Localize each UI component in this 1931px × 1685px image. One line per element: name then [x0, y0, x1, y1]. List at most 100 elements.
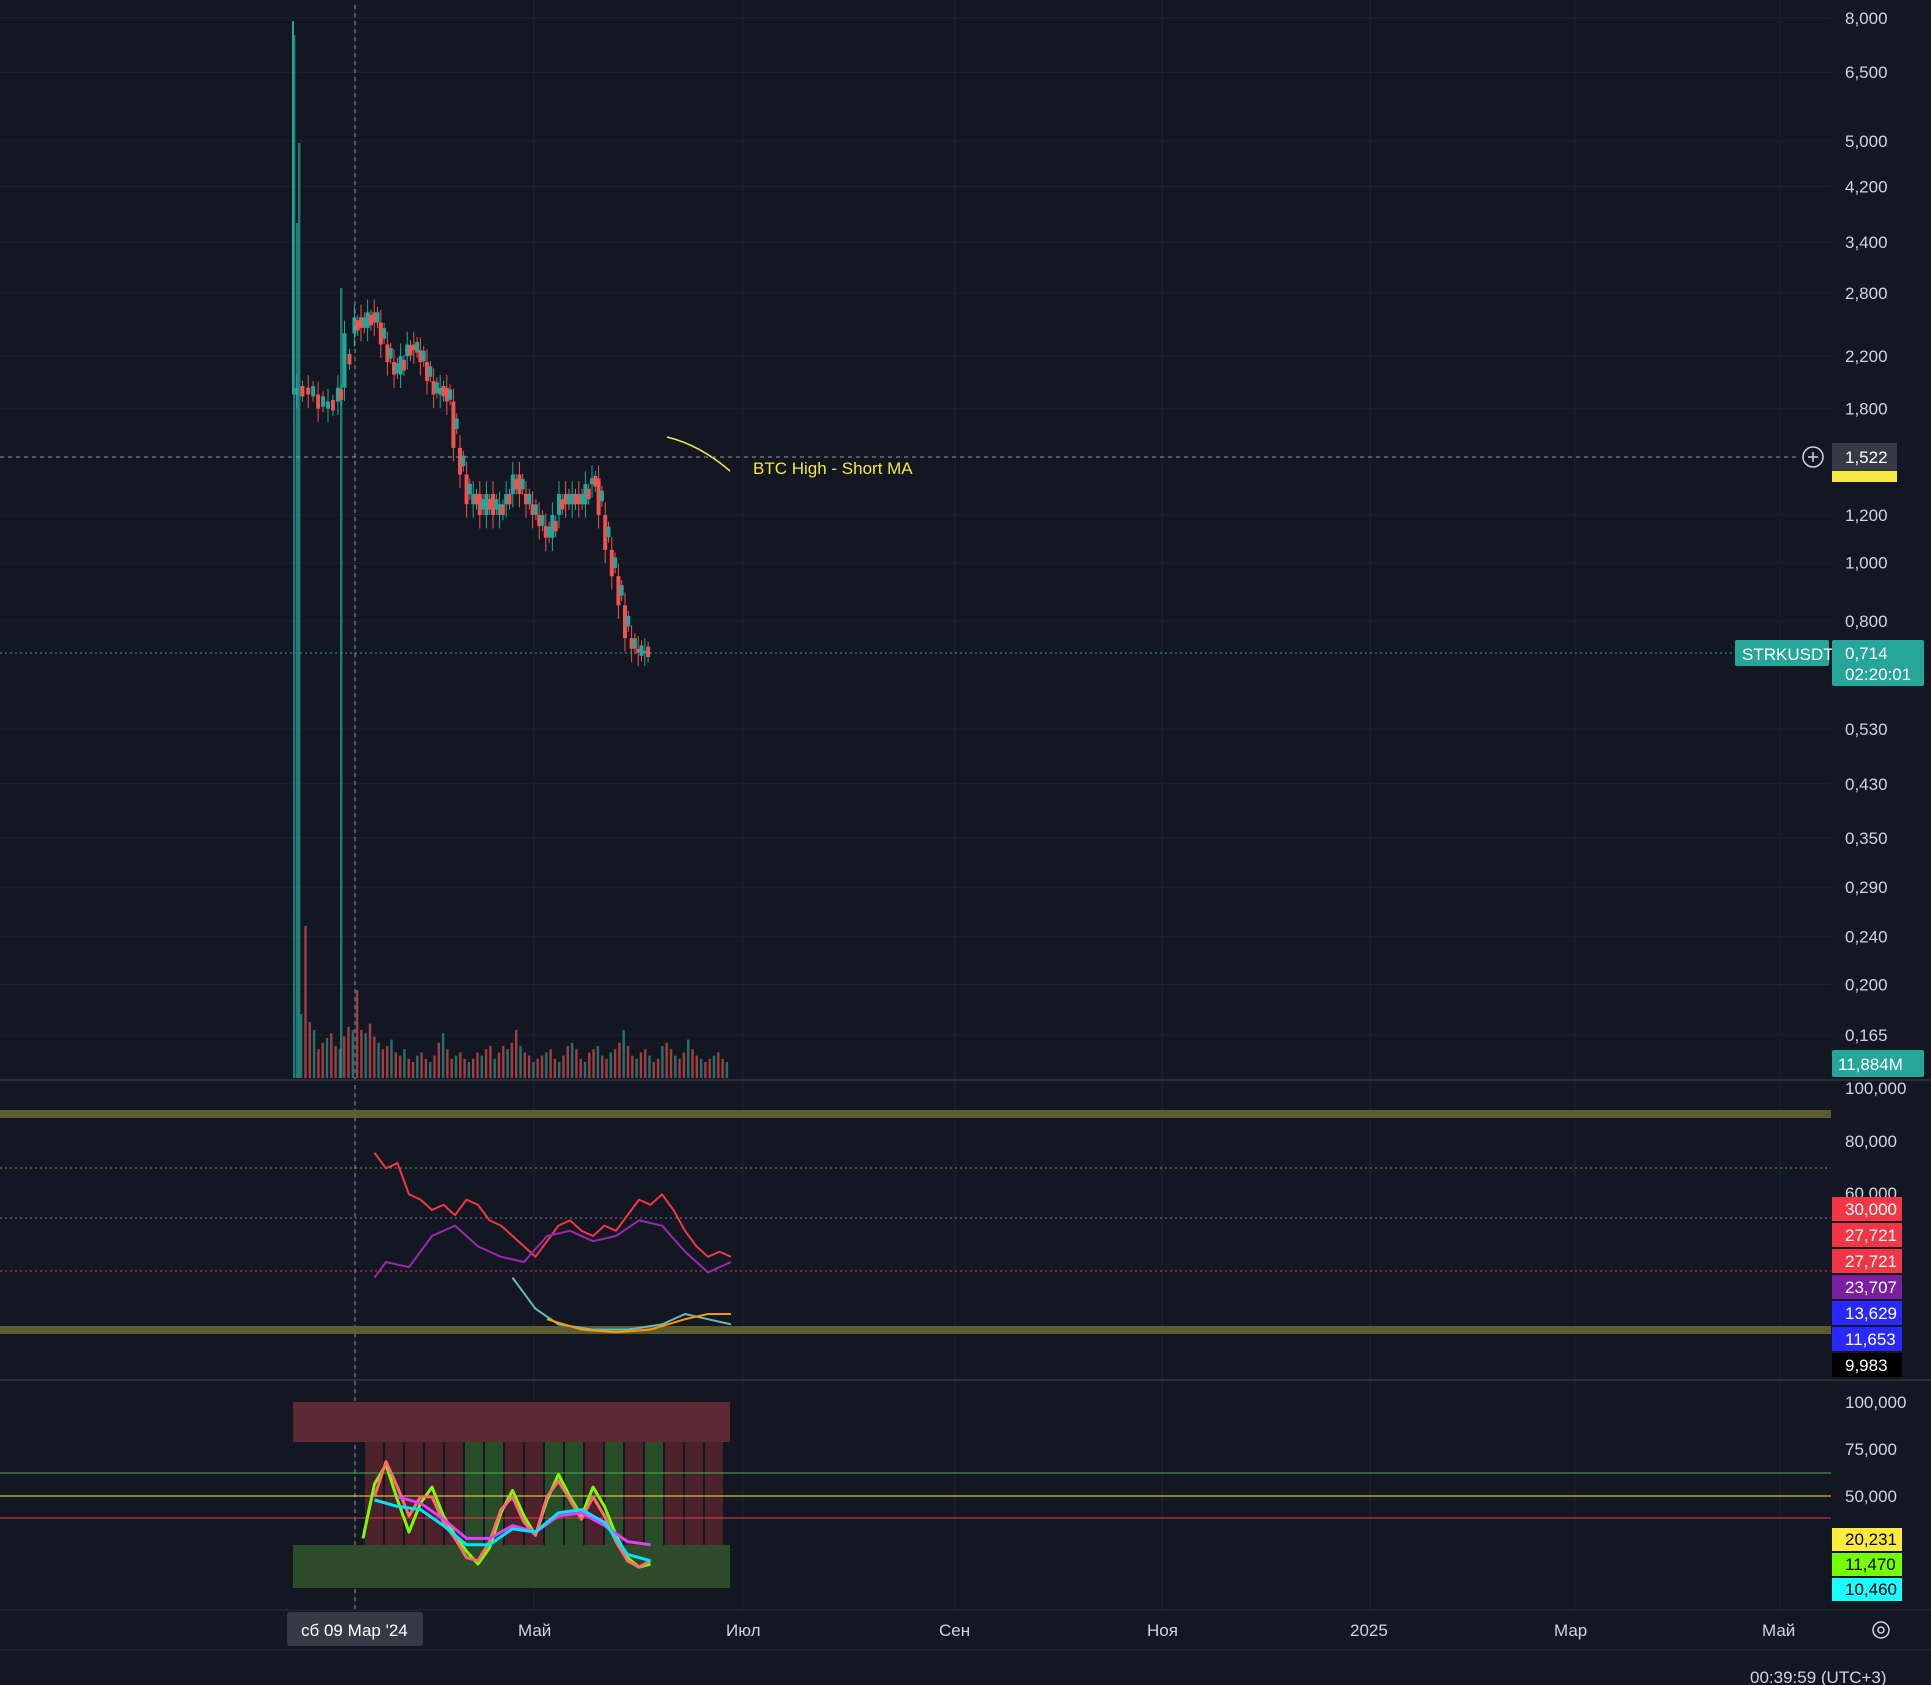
last-price-box [1832, 640, 1924, 686]
indicator-panel-1[interactable] [0, 1110, 1831, 1334]
candle-body [576, 493, 581, 505]
candle-body [418, 350, 423, 363]
candle-body [454, 418, 459, 429]
candle-body [474, 493, 479, 505]
candle-body [355, 320, 360, 331]
ind2-tick-label: 75,000 [1845, 1440, 1897, 1459]
volume-bar [592, 1049, 595, 1078]
candle-body [520, 478, 525, 490]
candle-body [448, 389, 453, 400]
ind1-tick-label: 100,000 [1845, 1079, 1906, 1098]
level-tag-box [1832, 1249, 1902, 1273]
volume-bar [678, 1058, 681, 1078]
candle-body [487, 499, 492, 510]
candle-body [372, 312, 377, 323]
volume-bar [360, 1030, 363, 1078]
candle-body [507, 493, 512, 505]
candle-body [593, 476, 598, 487]
volume-bar [570, 1042, 574, 1078]
candle-body [481, 499, 486, 510]
candle-body [408, 345, 413, 356]
volume-bar [575, 1049, 578, 1078]
price-tick-label: 2,800 [1845, 284, 1888, 303]
price-panel[interactable]: BTC High - Short MA [0, 5, 1830, 1610]
volume-bar [398, 1055, 402, 1078]
level-tag-value: 10,460 [1845, 1580, 1897, 1599]
level-tag-value: 27,721 [1845, 1226, 1897, 1245]
candle-body [388, 347, 393, 359]
volume-bar [549, 1049, 552, 1078]
volume-bar [665, 1042, 668, 1078]
candle-body [321, 396, 326, 407]
volume-bar [566, 1046, 569, 1078]
price-tick-label: 2,200 [1845, 347, 1888, 366]
level-tag-box [1832, 1301, 1902, 1325]
plus-circle-icon[interactable] [1802, 446, 1824, 468]
volume-bar [293, 35, 296, 1078]
indicator-region [525, 1442, 543, 1545]
candle-body [642, 651, 647, 654]
candle-body [294, 387, 299, 395]
volume-bar [708, 1058, 711, 1078]
volume-bar [416, 1055, 419, 1078]
volume-bar [532, 1062, 535, 1078]
volume-bar [296, 223, 299, 1078]
candle-body [623, 605, 627, 639]
volume-bar [347, 1026, 350, 1078]
price-tick-label: 0,165 [1845, 1026, 1888, 1045]
volume-bar [308, 1022, 311, 1078]
volume-tag: 11,884M [1832, 1050, 1924, 1077]
volume-bar [433, 1055, 436, 1078]
volume-bar [373, 1036, 376, 1078]
volume-bar [403, 1049, 406, 1078]
indicator-panel-2[interactable] [0, 1402, 1831, 1588]
candle-body [530, 504, 535, 515]
volume-value: 11,884M [1838, 1055, 1903, 1074]
price-axis[interactable]: 8,000 6,500 5,000 4,200 3,400 2,800 2,200 1,800… [1845, 9, 1906, 1506]
price-tick-label: 8,000 [1845, 9, 1888, 28]
volume-bar [540, 1055, 544, 1078]
volume-bar [321, 1042, 324, 1078]
volume-bar [411, 1062, 415, 1078]
volume-bar [558, 1062, 561, 1078]
time-label-jul: Июл [726, 1621, 761, 1640]
level-tag-value: 13,629 [1845, 1304, 1897, 1323]
annotation-btc-high: BTC High - Short MA [753, 459, 913, 478]
candle-body [461, 455, 466, 467]
indicator-1-tags: 30,000 27,721 27,721 23,707 13,629 11,653 9,98… [1832, 1197, 1902, 1377]
candle-body [603, 514, 608, 550]
volume-bar [626, 1046, 630, 1078]
candle-body [425, 362, 429, 382]
time-label-sep: Сен [939, 1621, 970, 1640]
price-tick-label: 1,000 [1845, 554, 1888, 573]
candle-body [599, 490, 604, 502]
candle-body [491, 493, 495, 515]
candle-body [557, 493, 561, 515]
price-tick-label: 0,530 [1845, 720, 1888, 739]
level-tag-value: 20,231 [1845, 1530, 1897, 1549]
volume-bar [523, 1052, 526, 1078]
candle-body [580, 493, 585, 505]
candle-body [613, 557, 618, 569]
volume-bar [334, 1046, 337, 1078]
level-tag-box [1832, 1553, 1902, 1576]
candle-body [365, 312, 370, 328]
volume-bar [338, 1049, 342, 1078]
volume-bar [635, 1058, 638, 1078]
level-tag-box [1832, 1327, 1902, 1351]
volume-bar [682, 1052, 686, 1078]
candle-body [514, 478, 519, 490]
crosshair-price-tag: 1,522 [1802, 443, 1897, 482]
volume-bar [699, 1058, 703, 1078]
indicator-series-line [511, 1277, 732, 1331]
volume-bar [712, 1055, 716, 1078]
volume-bar [381, 1049, 385, 1078]
settings-gear-icon[interactable] [1872, 1621, 1890, 1639]
indicator-region [445, 1442, 463, 1545]
time-axis[interactable]: сб 09 Мар '24 Май Июл Сен Ноя 2025 Мар М… [287, 1612, 1890, 1646]
candlesticks [292, 21, 651, 666]
candle-body [504, 493, 509, 505]
candle-body [359, 317, 363, 328]
